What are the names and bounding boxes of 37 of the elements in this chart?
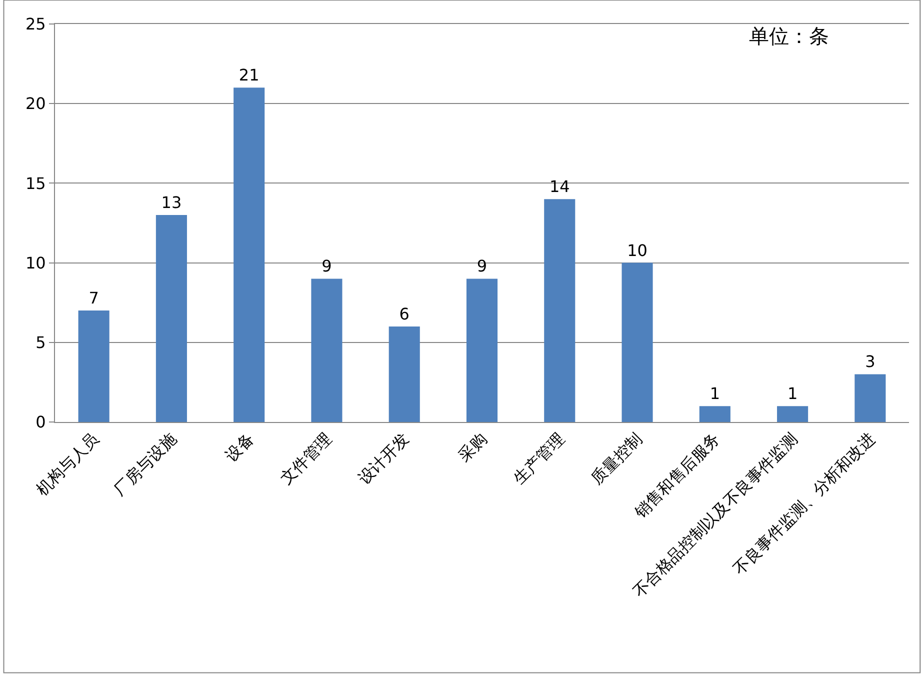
- y-tick-label: 0: [36, 412, 46, 432]
- x-tick-label: 采购: [454, 429, 490, 466]
- bar: [466, 278, 498, 422]
- bar: [311, 278, 342, 422]
- bar: [234, 88, 265, 422]
- y-tick-label: 10: [25, 253, 46, 272]
- data-label: 6: [399, 304, 410, 324]
- data-label: 1: [787, 384, 798, 404]
- bar: [156, 215, 187, 422]
- y-tick-label: 15: [25, 174, 46, 193]
- bar: [777, 406, 808, 422]
- bar: [78, 310, 110, 422]
- data-label: 14: [549, 177, 570, 196]
- data-label: 13: [161, 193, 182, 212]
- bar: [699, 406, 730, 422]
- y-tick-label: 25: [25, 14, 46, 34]
- y-tick-label: 20: [25, 94, 46, 114]
- annotation: 单位：条: [749, 24, 829, 48]
- bar: [544, 199, 576, 422]
- x-tick-label: 设计开发: [354, 429, 413, 488]
- data-label: 9: [476, 256, 488, 276]
- y-tick-label: 5: [36, 333, 46, 352]
- x-tick-label: 机构与人员: [32, 429, 102, 500]
- bar: [622, 262, 653, 422]
- x-tick-label: 厂房与设施: [110, 429, 180, 500]
- x-tick-label: 文件管理: [276, 429, 336, 488]
- data-label: 10: [627, 240, 648, 260]
- x-tick-label: 质量控制: [587, 429, 646, 488]
- x-tick-label: 生产管理: [509, 429, 568, 488]
- data-label: 3: [865, 352, 876, 372]
- x-tick-label: 设备: [222, 429, 258, 466]
- data-label: 7: [88, 288, 99, 308]
- data-label: 9: [322, 256, 332, 276]
- data-label: 21: [238, 66, 260, 85]
- data-label: 1: [710, 384, 720, 404]
- bar: [388, 326, 420, 422]
- bar: [854, 374, 886, 422]
